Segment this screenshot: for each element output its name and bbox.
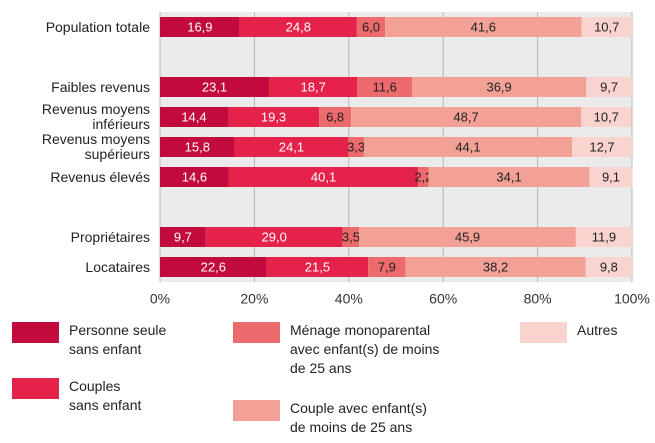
bar-segment bbox=[342, 227, 360, 247]
value-label: 40,1 bbox=[311, 169, 336, 184]
bar-segment bbox=[359, 227, 576, 247]
value-label: 10,7 bbox=[594, 109, 619, 124]
bar-segment bbox=[405, 257, 586, 277]
value-label: 10,7 bbox=[594, 19, 619, 34]
value-label: 48,7 bbox=[453, 109, 478, 124]
value-label: 11,6 bbox=[373, 79, 397, 94]
legend-swatch bbox=[12, 378, 59, 399]
value-label: 19,3 bbox=[261, 109, 286, 124]
value-label: 9,8 bbox=[600, 259, 618, 274]
value-label: 22,6 bbox=[201, 259, 226, 274]
bar-segment bbox=[351, 107, 582, 127]
legend-label: Autres bbox=[577, 322, 618, 338]
category-label: Revenus moyens inférieurs bbox=[41, 101, 150, 132]
value-label: 6,8 bbox=[326, 109, 344, 124]
bar-segment bbox=[348, 137, 364, 157]
value-label: 18,7 bbox=[301, 79, 326, 94]
bar-segment bbox=[160, 17, 240, 37]
value-label: 34,1 bbox=[496, 169, 521, 184]
bar-segment bbox=[428, 167, 590, 187]
value-label: 3,5 bbox=[342, 229, 360, 244]
bar-segment bbox=[368, 257, 406, 277]
category-label: Population totale bbox=[45, 18, 150, 35]
value-label: 38,2 bbox=[483, 259, 508, 274]
value-label: 14,4 bbox=[181, 109, 206, 124]
value-label: 24,1 bbox=[279, 139, 304, 154]
bar-segment bbox=[385, 17, 582, 37]
value-label: 36,9 bbox=[486, 79, 511, 94]
bar-segment bbox=[239, 17, 357, 37]
value-label: 29,0 bbox=[262, 229, 287, 244]
value-label: 24,8 bbox=[286, 19, 311, 34]
legend-label: Couples sans enfant bbox=[69, 378, 142, 413]
bar-segment bbox=[205, 227, 343, 247]
value-label: 6,0 bbox=[362, 19, 380, 34]
bar-segment bbox=[160, 257, 267, 277]
x-tick-label: 40% bbox=[335, 291, 363, 307]
value-label: 21,5 bbox=[305, 259, 330, 274]
value-label: 45,9 bbox=[455, 229, 480, 244]
value-label: 7,9 bbox=[378, 259, 396, 274]
category-label: Revenus élevés bbox=[50, 168, 150, 185]
bar-segment bbox=[585, 257, 632, 277]
bar-segment bbox=[356, 17, 386, 37]
value-label: 3,3 bbox=[347, 139, 365, 154]
bar-segment bbox=[160, 227, 206, 247]
x-tick-label: 100% bbox=[614, 291, 650, 307]
bar-segment bbox=[418, 167, 429, 187]
value-label: 9,1 bbox=[602, 169, 620, 184]
legend-swatch bbox=[233, 322, 280, 343]
category-label: Revenus moyens supérieurs bbox=[41, 131, 150, 162]
category-label: Locataires bbox=[85, 258, 150, 275]
value-label: 16,9 bbox=[187, 19, 212, 34]
value-label: 9,7 bbox=[600, 79, 618, 94]
legend-label: Personne seule sans enfant bbox=[69, 322, 167, 357]
bar-segment bbox=[589, 167, 633, 187]
bar-segment bbox=[234, 137, 349, 157]
bar-segment bbox=[160, 137, 235, 157]
bar-segment bbox=[319, 107, 352, 127]
bar-segment bbox=[575, 227, 632, 247]
bar-segment bbox=[412, 77, 587, 97]
bar-segment bbox=[586, 77, 632, 97]
x-tick-label: 20% bbox=[240, 291, 268, 307]
legend-label: Ménage monoparental avec enfant(s) de mo… bbox=[290, 322, 440, 376]
value-label: 14,6 bbox=[182, 169, 207, 184]
bar-segment bbox=[581, 107, 632, 127]
bar-segment bbox=[357, 77, 413, 97]
x-tick-label: 60% bbox=[429, 291, 457, 307]
value-label: 11,9 bbox=[592, 229, 616, 244]
bar-segment bbox=[266, 257, 369, 277]
value-label: 44,1 bbox=[455, 139, 480, 154]
bar-segment bbox=[160, 107, 228, 127]
bar-segment bbox=[228, 167, 419, 187]
category-label: Faibles revenus bbox=[51, 78, 150, 95]
bar-segment bbox=[572, 137, 632, 157]
legend-swatch bbox=[520, 322, 567, 343]
bar-segment bbox=[160, 167, 229, 187]
legend-label: Couple avec enfant(s) de moins de 25 ans bbox=[290, 400, 427, 435]
value-label: 2,2 bbox=[414, 169, 432, 184]
value-label: 41,6 bbox=[471, 19, 496, 34]
value-label: 15,8 bbox=[185, 139, 210, 154]
bar-segment bbox=[227, 107, 320, 127]
x-tick-label: 0% bbox=[150, 291, 170, 307]
x-tick-label: 80% bbox=[524, 291, 552, 307]
value-label: 23,1 bbox=[202, 79, 227, 94]
category-label: Propriétaires bbox=[70, 228, 150, 245]
value-label: 12,7 bbox=[589, 139, 614, 154]
legend-swatch bbox=[12, 322, 59, 343]
bar-segment bbox=[363, 137, 573, 157]
bar-segment bbox=[160, 77, 270, 97]
value-label: 9,7 bbox=[174, 229, 192, 244]
legend-swatch bbox=[233, 400, 280, 421]
bar-segment bbox=[269, 77, 358, 97]
bar-segment bbox=[581, 17, 632, 37]
